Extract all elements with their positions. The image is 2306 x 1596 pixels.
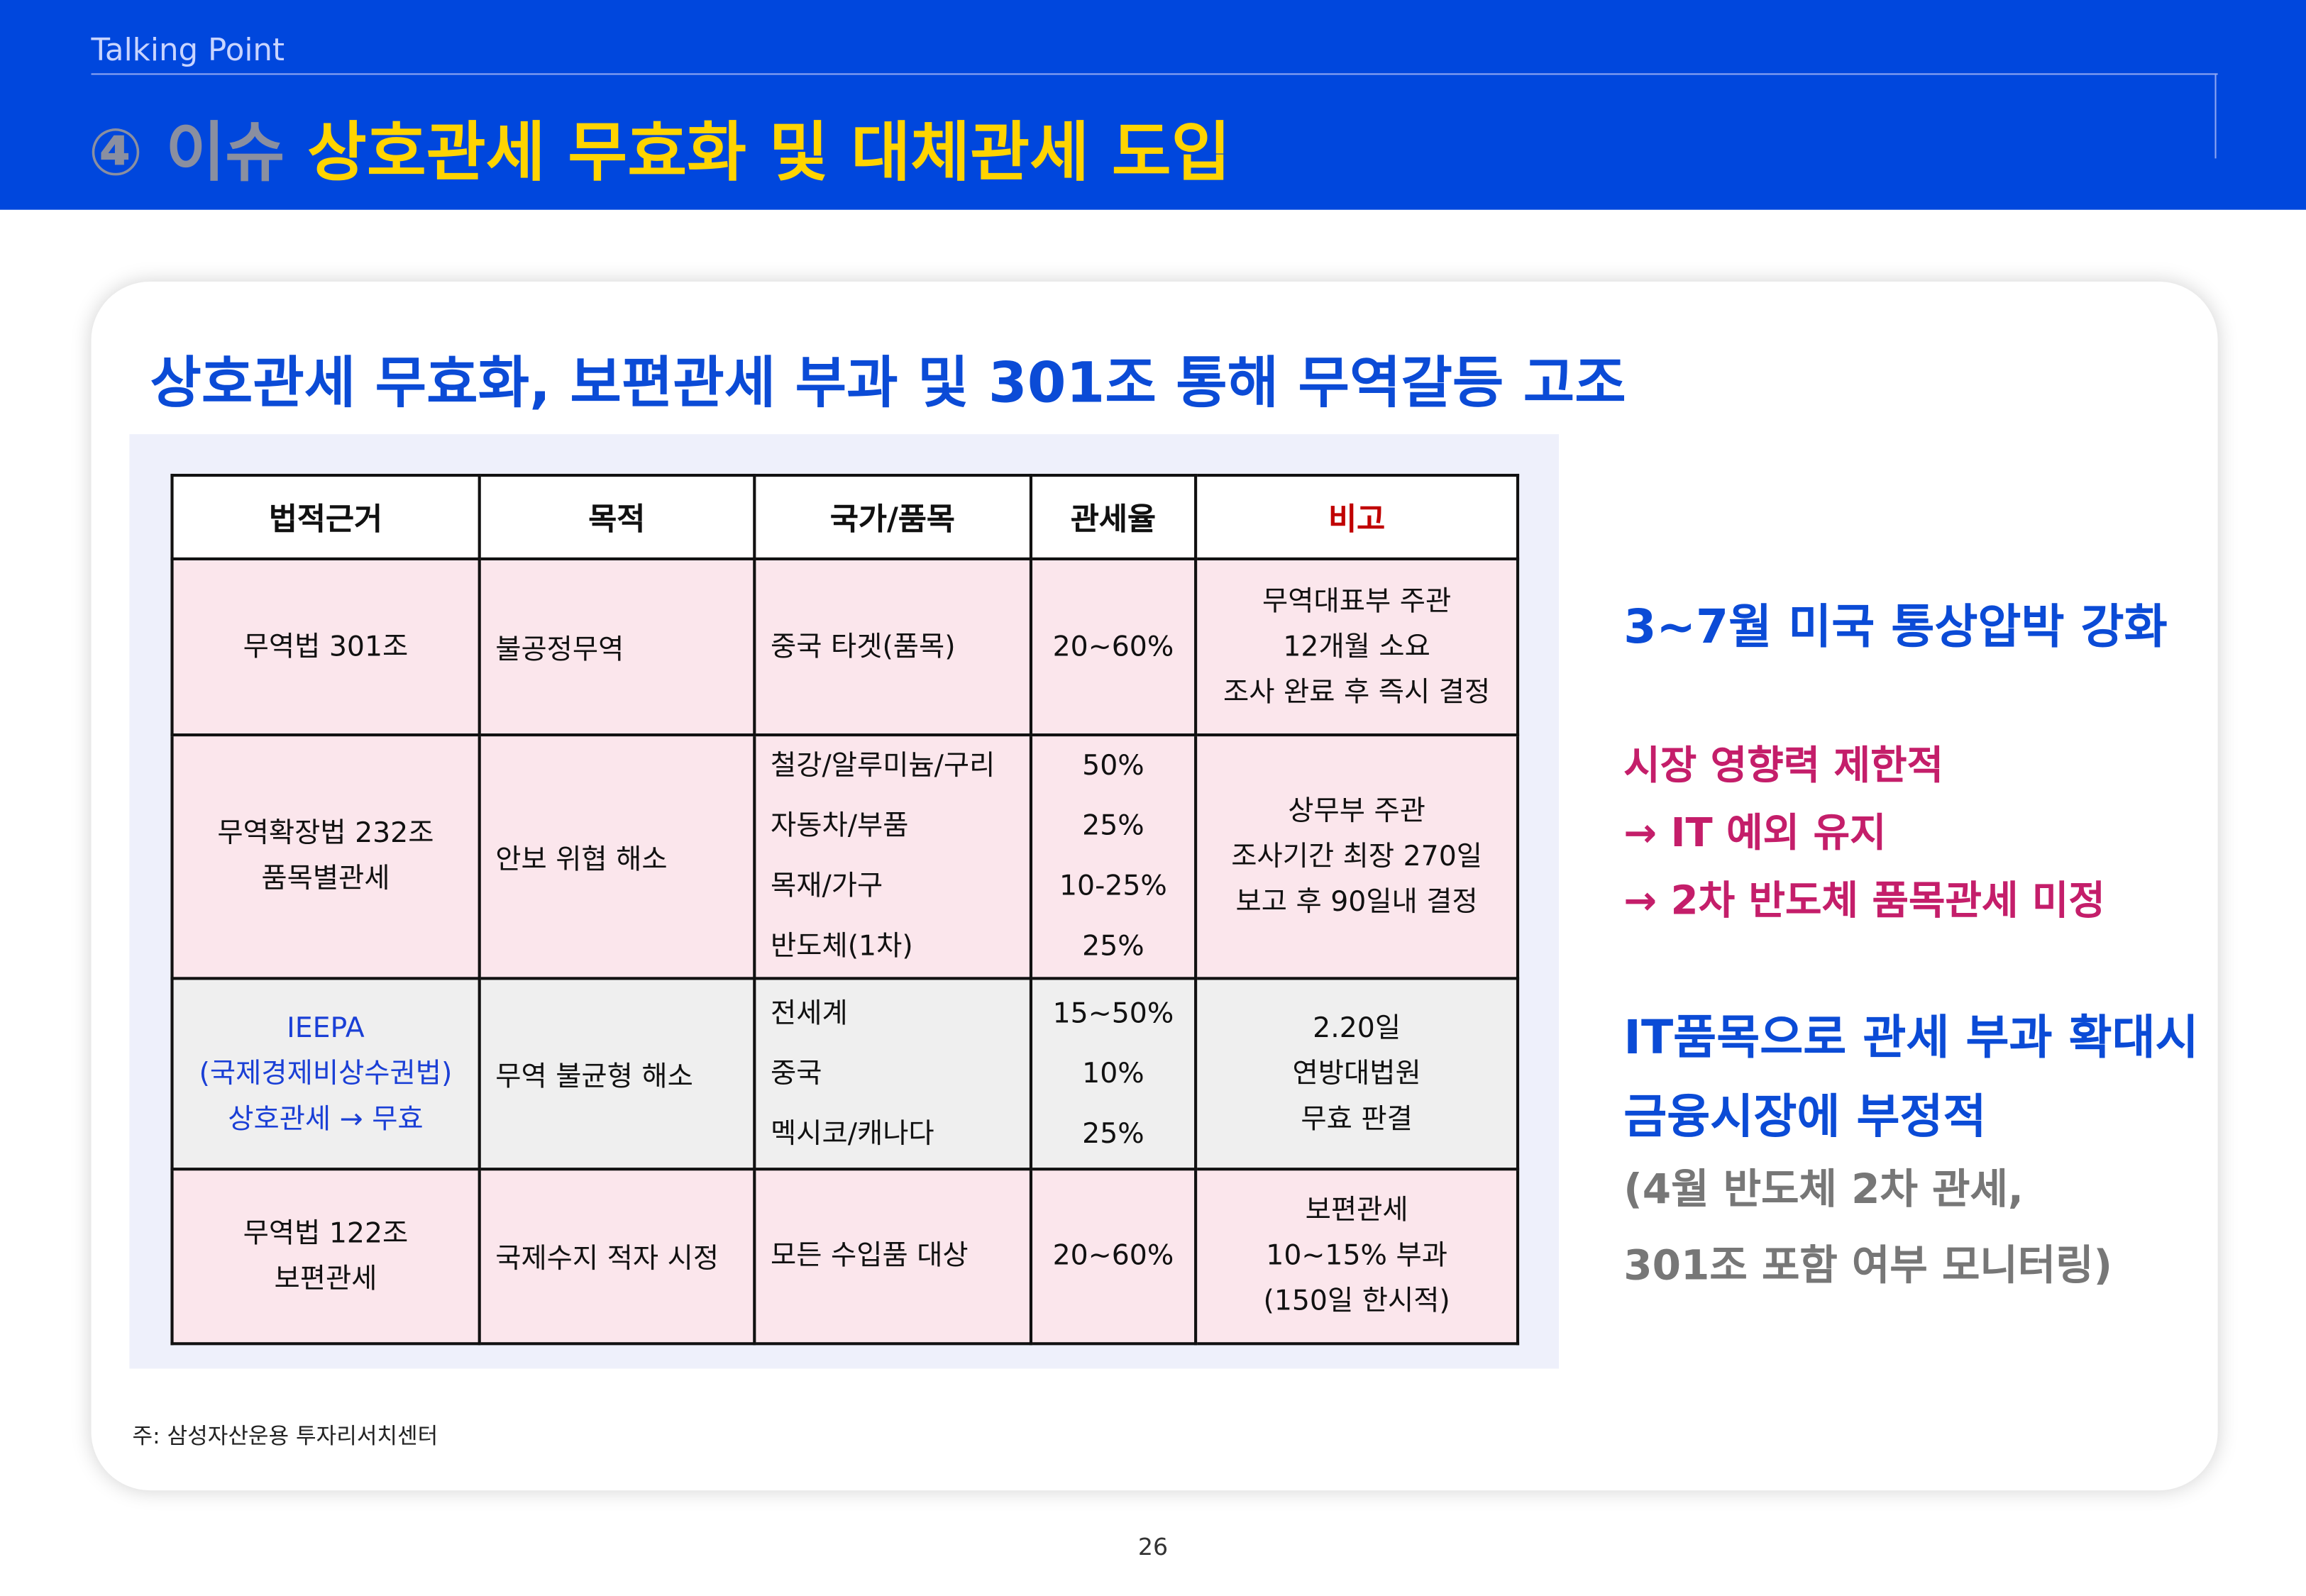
rate: 20~60% (1052, 1239, 1174, 1272)
card-heading: 상호관세 무효화, 보편관세 부과 및 301조 통해 무역갈등 고조 (150, 350, 1626, 416)
note-line: 무효 판결 (1301, 1102, 1413, 1135)
note-line: 보고 후 90일내 결정 (1235, 885, 1478, 918)
rate: 20~60% (1052, 630, 1174, 663)
side-line: → IT 예외 유지 (1623, 811, 1887, 857)
column-header: 비고 (1194, 473, 1520, 560)
basis-line: IEEPA (287, 1011, 365, 1044)
table-row: 무역법 122조 보편관세 국제수지 적자 시정 모든 수입품 대상 20~60% 보편관… (170, 1168, 1520, 1346)
column-header: 목적 (478, 473, 756, 560)
basis-line: 무역확장법 232조 (217, 816, 434, 850)
side-line: 301조 포함 여부 모니터링) (1623, 1241, 2113, 1290)
rate: 50% (1082, 749, 1144, 782)
table-row: IEEPA (국제경제비상수권법) 상호관세 → 무효 무역 불균형 해소 전세계 중국 멕… (170, 977, 1520, 1171)
table-row: 무역법 301조 불공정무역 중국 타겟(품목) 20~60% 무역대표부 주관 12개월… (170, 557, 1520, 737)
basis-line: 무역법 122조 (243, 1217, 409, 1249)
item: 목재/가구 (770, 870, 883, 902)
side-line: IT품목으로 관세 부과 확대시 (1623, 1009, 2199, 1065)
divider (91, 73, 2218, 75)
rates: 15~50% 10% 25% (1029, 977, 1198, 1171)
column-header: 국가/품목 (753, 473, 1032, 560)
header-bar (0, 0, 2306, 210)
note: 보편관세 10~15% 부과 (150일 한시적) (1194, 1168, 1520, 1346)
rates: 20~60% (1029, 1168, 1198, 1346)
side-points: 시장 영향력 제한적 → IT 예외 유지 → 2차 반도체 품목관세 미정 (1623, 733, 2105, 936)
rate: 25% (1082, 1116, 1144, 1150)
purpose: 무역 불균형 해소 (478, 977, 756, 1171)
basis-line: 품목별관세 (261, 862, 390, 895)
item: 중국 (770, 1056, 822, 1090)
note-line: 12개월 소요 (1283, 630, 1430, 663)
item: 모든 수입품 대상 (770, 1239, 969, 1272)
purpose: 국제수지 적자 시정 (478, 1168, 756, 1346)
item: 자동차/부품 (770, 809, 909, 843)
title: ④ 이슈 상호관세 무효화 및 대체관세 도입 (88, 100, 1230, 194)
item: 철강/알루미늄/구리 (770, 749, 995, 782)
side-line: (4월 반도체 2차 관세, (1623, 1164, 2024, 1214)
rate: 25% (1082, 930, 1144, 963)
rates: 50% 25% 10-25% 25% (1029, 733, 1198, 980)
side-line: 금융시장에 부정적 (1623, 1088, 1987, 1145)
basis-line: 상호관세 → 무효 (228, 1102, 424, 1135)
issue-number: ④ 이슈 (88, 116, 285, 191)
side-detail: (4월 반도체 2차 관세, 301조 포함 여부 모니터링) (1623, 1151, 2112, 1304)
note-line: (150일 한시적) (1263, 1285, 1450, 1318)
side-headline: 3~7월 미국 통상압박 강화 (1623, 598, 2168, 655)
rates: 20~60% (1029, 557, 1198, 737)
legal-basis: IEEPA (국제경제비상수권법) 상호관세 → 무효 (170, 977, 481, 1171)
note-line: 조사 완료 후 즉시 결정 (1223, 675, 1491, 708)
side-line: → 2차 반도체 품목관세 미정 (1623, 878, 2105, 924)
source-note: 주: 삼성자산운용 투자리서치센터 (132, 1422, 438, 1450)
purpose: 안보 위협 해소 (478, 733, 756, 980)
basis-line: (국제경제비상수권법) (199, 1056, 453, 1090)
items: 중국 타겟(품목) (753, 557, 1032, 737)
header-row: 법적근거 목적 국가/품목 관세율 비고 (170, 473, 1520, 560)
note-line: 2.20일 (1313, 1011, 1401, 1044)
basis-line: 무역법 301조 (243, 630, 409, 663)
basis-line: 보편관세 (274, 1262, 377, 1295)
item: 전세계 (770, 997, 848, 1029)
divider (2214, 73, 2217, 159)
rate: 10-25% (1059, 870, 1167, 902)
note-line: 보편관세 (1305, 1194, 1408, 1226)
page-number: 26 (1137, 1533, 1169, 1561)
section-label: Talking Point (91, 32, 285, 68)
table-row: 무역확장법 232조 품목별관세 안보 위협 해소 철강/알루미늄/구리 자동차/부품 목… (170, 733, 1520, 980)
column-header: 관세율 (1029, 473, 1198, 560)
side-line: 시장 영향력 제한적 (1623, 743, 1944, 789)
title-text: 상호관세 무효화 및 대체관세 도입 (307, 116, 1231, 191)
purpose: 불공정무역 (478, 557, 756, 737)
rate: 25% (1082, 809, 1144, 843)
item: 반도체(1차) (770, 930, 913, 963)
note-line: 조사기간 최장 270일 (1231, 839, 1483, 872)
item: 멕시코/캐나다 (770, 1116, 934, 1150)
note-line: 무역대표부 주관 (1262, 584, 1452, 617)
note-line: 연방대법원 (1292, 1056, 1421, 1090)
rate: 10% (1082, 1056, 1144, 1090)
item: 중국 타겟(품목) (770, 630, 956, 663)
note-line: 상무부 주관 (1288, 794, 1425, 827)
note-line: 10~15% 부과 (1266, 1239, 1447, 1272)
items: 모든 수입품 대상 (753, 1168, 1032, 1346)
rate: 15~50% (1052, 997, 1174, 1029)
legal-basis: 무역법 301조 (170, 557, 481, 737)
column-header: 법적근거 (170, 473, 481, 560)
